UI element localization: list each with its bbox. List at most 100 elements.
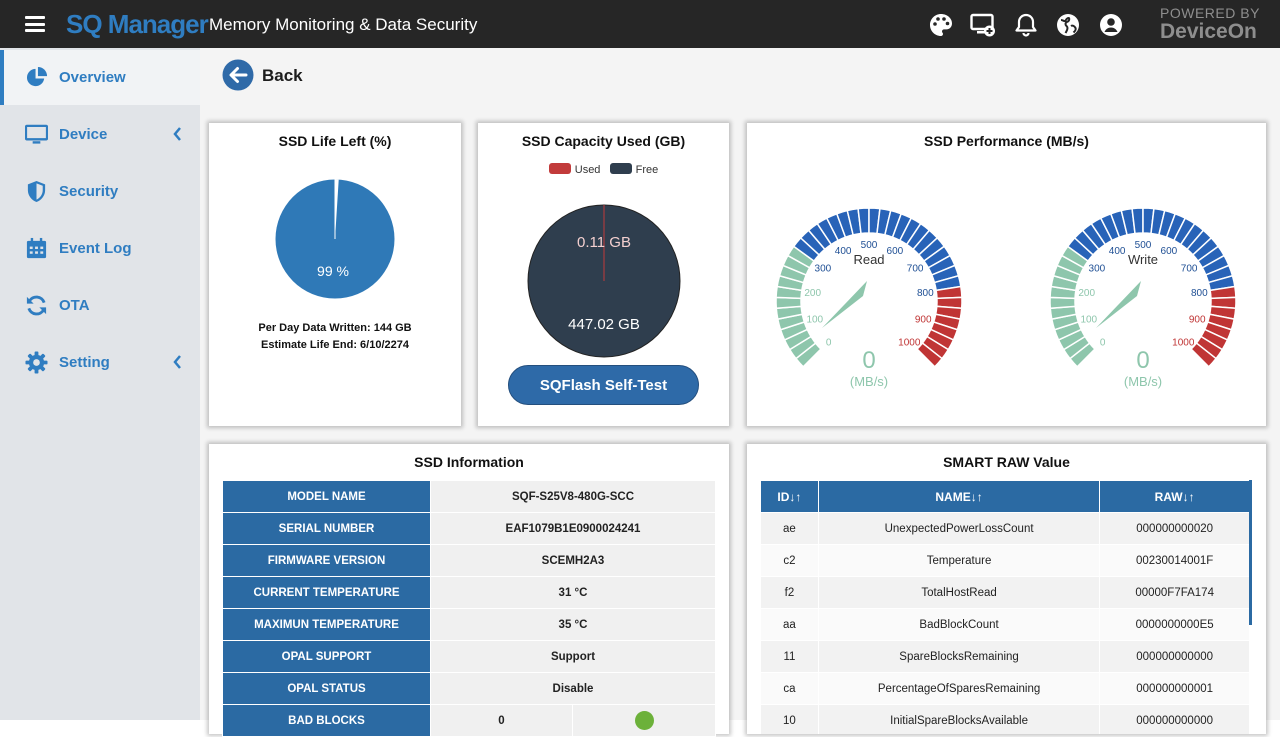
gauge-tick-label: 700: [1181, 263, 1198, 274]
gauge-value: 0: [862, 347, 875, 374]
smart-raw-table: ID↓↑ NAME↓↑ RAW↓↑ ae UnexpectedPowerLossCou…: [760, 480, 1250, 734]
table-row: BAD BLOCKS 0: [222, 704, 716, 737]
smart-id: ae: [760, 512, 819, 545]
legend-swatch-used: [548, 163, 571, 174]
sidebar-item-event-log[interactable]: Event Log: [0, 221, 200, 276]
table-row: SERIAL NUMBER EAF1079B1E0900024241: [222, 512, 716, 545]
smart-id: 11: [760, 640, 819, 673]
status-dot: [634, 711, 654, 730]
powered-by-text: POWERED BY: [1160, 5, 1260, 21]
gauge-value: 0: [1136, 347, 1149, 374]
back-button[interactable]: Back: [262, 66, 303, 85]
info-value: EAF1079B1E0900024241: [430, 512, 716, 545]
legend-used: Used: [574, 164, 601, 176]
gauge-segment: [775, 296, 803, 310]
info-key: BAD BLOCKS: [222, 704, 431, 737]
ssd-capacity-card: SSD Capacity Used (GB) Used Free 0.11 GB…: [478, 123, 729, 426]
ssd-information-card: SSD Information MODEL NAME SQF-S25V8-480G…: [209, 444, 729, 737]
sidebar-item-label: OTA: [59, 297, 90, 314]
table-row: 11 SpareBlocksRemaining 000000000000: [760, 640, 1250, 673]
back-arrow-icon[interactable]: [222, 59, 254, 91]
table-row: aa BadBlockCount 0000000000E5: [760, 608, 1250, 641]
info-key: CURRENT TEMPERATURE: [222, 576, 431, 609]
info-value: 0: [430, 704, 573, 737]
add-device-icon[interactable]: [970, 12, 996, 38]
info-key: MAXIMUN TEMPERATURE: [222, 608, 431, 641]
smart-name: BadBlockCount: [817, 608, 1101, 641]
smart-raw: 000000000020: [1099, 512, 1250, 545]
smart-id: ca: [760, 672, 819, 705]
calendar-icon: [26, 237, 47, 259]
user-icon[interactable]: [1098, 12, 1124, 38]
sidebar-item-overview[interactable]: Overview: [0, 50, 200, 105]
main-content: Back SSD Life Left (%) 99 % Per Day Data…: [200, 48, 1280, 737]
globe-icon[interactable]: [1055, 12, 1081, 38]
info-value: SCEMH2A3: [430, 544, 716, 577]
info-key: MODEL NAME: [222, 480, 431, 513]
sidebar-item-setting[interactable]: Setting: [0, 335, 200, 390]
table-row: ae UnexpectedPowerLossCount 000000000020: [760, 512, 1250, 545]
gauge-tick-label: 300: [1089, 263, 1106, 274]
ssd-performance-card: SSD Performance (MB/s) 0 100 200 300 400 500 6…: [747, 123, 1266, 426]
smart-name: UnexpectedPowerLossCount: [817, 512, 1101, 545]
free-label: 447.02 GB: [568, 316, 640, 333]
info-key: SERIAL NUMBER: [222, 512, 431, 545]
sidebar-item-device[interactable]: Device: [0, 107, 200, 162]
deviceon-text: DeviceOn: [1160, 20, 1257, 43]
scrollbar[interactable]: [1249, 480, 1252, 625]
column-header[interactable]: RAW↓↑: [1099, 480, 1250, 513]
gauge-tick-label: 700: [907, 263, 924, 274]
gauge-tick-label: 200: [804, 288, 821, 299]
bell-icon[interactable]: [1013, 12, 1039, 38]
table-row: FIRMWARE VERSION SCEMH2A3: [222, 544, 716, 577]
palette-icon[interactable]: [928, 12, 954, 38]
smart-table-scroll[interactable]: ID↓↑ NAME↓↑ RAW↓↑ ae UnexpectedPowerLossCou…: [760, 480, 1252, 734]
gauge-tick-label: 400: [1109, 246, 1126, 257]
powered-by-logo: POWERED BY DeviceOn: [1160, 6, 1260, 42]
life-value-label: 99 %: [317, 263, 349, 279]
sidebar-item-security[interactable]: Security: [0, 164, 200, 219]
gauge-tick-label: 0: [826, 337, 832, 348]
write-gauge: 01002003004005006007008009001000Write0(M…: [1049, 207, 1237, 389]
legend-swatch-free: [609, 163, 632, 174]
smart-raw: 00000F7FA174: [1099, 576, 1250, 609]
capacity-legend: Used Free: [478, 163, 729, 176]
smart-raw: 000000000000: [1099, 640, 1250, 673]
column-header[interactable]: NAME↓↑: [817, 480, 1101, 513]
sidebar-item-ota[interactable]: OTA: [0, 278, 200, 333]
bad-block-status-cell: [572, 704, 716, 737]
read-gauge: 01002003004005006007008009001000Read0(MB…: [775, 207, 963, 389]
refresh-icon: [26, 295, 47, 316]
smart-id: 10: [760, 704, 819, 734]
smart-name: TotalHostRead: [817, 576, 1101, 609]
smart-id: f2: [760, 576, 819, 609]
gauge-segment: [1190, 342, 1218, 368]
smart-name: SpareBlocksRemaining: [817, 640, 1101, 673]
smart-raw: 000000000000: [1099, 704, 1250, 734]
table-row: MODEL NAME SQF-S25V8-480G-SCC: [222, 480, 716, 513]
smart-raw: 00230014001F: [1099, 544, 1250, 577]
gauge-segment: [916, 342, 944, 368]
menu-icon[interactable]: [25, 16, 45, 32]
info-value: 31 °C: [430, 576, 716, 609]
chevron-left-icon: [173, 127, 181, 141]
info-key: OPAL STATUS: [222, 672, 431, 705]
gauge-tick-label: 300: [815, 263, 832, 274]
gauge-tick-label: 900: [915, 315, 932, 326]
ssd-life-card: SSD Life Left (%) 99 % Per Day Data Writ…: [209, 123, 461, 426]
smart-raw: 0000000000E5: [1099, 608, 1250, 641]
smart-raw-card: SMART RAW Value ID↓↑ NAME↓↑ RAW↓↑ ae Unexpe…: [747, 444, 1266, 734]
gauge-tick-label: 1000: [898, 337, 921, 348]
self-test-button[interactable]: SQFlash Self-Test: [508, 365, 699, 405]
table-row: CURRENT TEMPERATURE 31 °C: [222, 576, 716, 609]
card-title: SSD Information: [414, 454, 524, 470]
gauge-unit: (MB/s): [1124, 374, 1162, 389]
sidebar-item-label: Security: [59, 183, 119, 200]
gauge-tick-label: 100: [1080, 315, 1097, 326]
info-value: Support: [430, 640, 716, 673]
monitor-icon: [25, 124, 48, 144]
smart-raw: 000000000001: [1099, 672, 1250, 705]
pie-chart-icon: [26, 66, 48, 87]
table-row: f2 TotalHostRead 00000F7FA174: [760, 576, 1250, 609]
column-header[interactable]: ID↓↑: [760, 480, 819, 513]
